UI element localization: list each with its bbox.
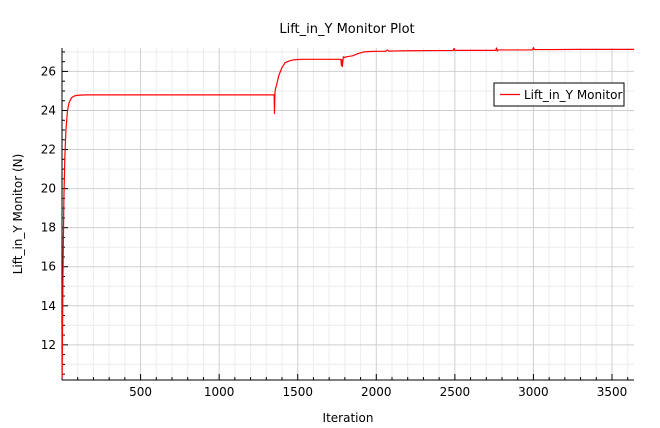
y-tick-label: 22: [41, 143, 56, 157]
x-axis-label: Iteration: [323, 411, 374, 425]
x-tick-label: 3500: [597, 385, 628, 399]
y-tick-label: 18: [41, 221, 56, 235]
legend-entry-label: Lift_in_Y Monitor: [524, 88, 623, 102]
x-tick-label: 1000: [204, 385, 235, 399]
y-tick-label: 16: [41, 260, 56, 274]
y-tick-label: 24: [41, 103, 56, 117]
y-tick-label: 26: [41, 64, 56, 78]
grid: [62, 48, 634, 380]
series-layer: [61, 47, 634, 379]
series-line: [61, 47, 634, 379]
chart-title: Lift_in_Y Monitor Plot: [279, 22, 414, 37]
x-tick-label: 1500: [282, 385, 313, 399]
y-tick-label: 20: [41, 182, 56, 196]
legend: Lift_in_Y Monitor: [493, 82, 625, 107]
legend-box: [493, 82, 625, 107]
x-tick-label: 2500: [440, 385, 471, 399]
x-tick-label: 500: [129, 385, 152, 399]
x-tick-label: 2000: [361, 385, 392, 399]
y-tick-label: 14: [41, 299, 56, 313]
y-tick-label: 12: [41, 338, 56, 352]
y-axis-label: Lift_in_Y Monitor (N): [11, 154, 25, 275]
axes: 500 1000 1500 2000 2500 3000 3500 12 14 16 18 20 22 2…: [41, 48, 634, 399]
x-tick-label: 3000: [518, 385, 549, 399]
